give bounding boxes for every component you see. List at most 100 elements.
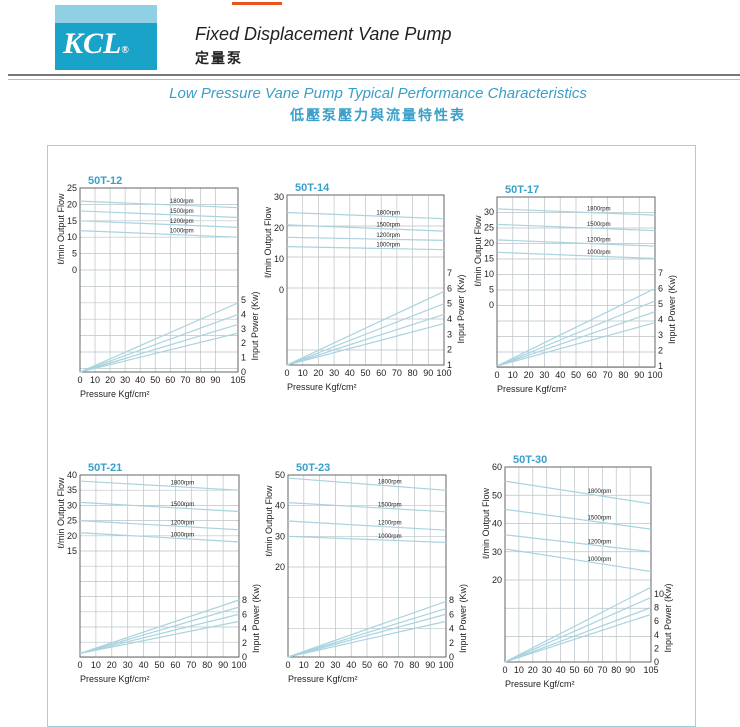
power-tick-label: 4: [242, 624, 247, 634]
chart-title: 50T-17: [505, 184, 539, 196]
y-axis-label: ℓ/min Output Flow: [56, 193, 66, 264]
x-tick-label: 80: [618, 370, 628, 380]
power-tick-label: 7: [447, 268, 452, 278]
power-tick-label: 0: [449, 652, 454, 662]
flow-tick-label: 30: [492, 547, 502, 557]
power-curve: [79, 620, 240, 655]
flow-tick-label: 5: [489, 285, 494, 295]
power-tick-label: 5: [658, 299, 663, 309]
x-axis-label: Pressure Kgf/cm²: [80, 674, 150, 684]
rpm-label: 1000rpm: [588, 557, 612, 563]
accent-bar: [232, 2, 282, 5]
flow-tick-label: 0: [489, 300, 494, 310]
x-tick-label: 30: [542, 665, 552, 675]
x-tick-label: 0: [494, 370, 499, 380]
page-title: Fixed Displacement Vane Pump: [195, 24, 452, 44]
x-tick-label: 0: [285, 660, 290, 670]
y2-axis-label: Input Power (Kw): [250, 291, 260, 360]
power-tick-label: 10: [654, 589, 664, 599]
x-tick-label: 10: [514, 665, 524, 675]
power-curve: [79, 302, 239, 373]
y2-axis-label: Input Power (Kw): [251, 584, 261, 653]
x-tick-label: 90: [423, 368, 433, 378]
flow-tick-label: 20: [484, 238, 494, 248]
flow-tick-label: 20: [67, 199, 77, 209]
flow-tick-label: 20: [275, 562, 285, 572]
power-tick-label: 2: [447, 345, 452, 355]
rpm-label: 1200rpm: [588, 539, 612, 545]
power-tick-label: 1: [447, 360, 452, 370]
flow-tick-label: 50: [275, 470, 285, 480]
x-tick-label: 30: [539, 370, 549, 380]
x-tick-label: 10: [508, 370, 518, 380]
power-curve: [286, 313, 445, 366]
x-tick-label: 70: [597, 665, 607, 675]
x-tick-label: 70: [186, 660, 196, 670]
x-tick-label: 50: [571, 370, 581, 380]
y2-axis-label: Input Power (Kw): [667, 275, 677, 344]
power-tick-label: 6: [449, 609, 454, 619]
chart-title: 50T-23: [296, 462, 330, 474]
x-tick-label: 70: [603, 370, 613, 380]
power-tick-label: 6: [654, 616, 659, 626]
flow-tick-label: 35: [67, 485, 77, 495]
x-tick-label: 70: [180, 375, 190, 385]
x-tick-label: 30: [329, 368, 339, 378]
power-curve: [286, 303, 445, 366]
x-tick-label: 40: [556, 665, 566, 675]
flow-curve-1500rpm: [496, 223, 656, 232]
rpm-label: 1500rpm: [170, 209, 194, 215]
x-tick-label: 40: [346, 660, 356, 670]
flow-tick-label: 40: [67, 470, 77, 480]
x-tick-label: 105: [230, 375, 245, 385]
x-tick-label: 40: [135, 375, 145, 385]
x-tick-label: 90: [634, 370, 644, 380]
power-curve: [286, 290, 445, 366]
flow-curve-1800rpm: [287, 477, 447, 491]
power-tick-label: 2: [658, 346, 663, 356]
rpm-label: 1200rpm: [170, 219, 194, 225]
x-tick-label: 20: [107, 660, 117, 670]
power-tick-label: 4: [241, 309, 246, 319]
rpm-label: 1000rpm: [378, 534, 402, 540]
x-tick-label: 10: [298, 368, 308, 378]
divider: [8, 74, 740, 80]
flow-curve-1200rpm: [496, 239, 656, 247]
x-tick-label: 20: [315, 660, 325, 670]
rpm-label: 1000rpm: [170, 229, 194, 235]
rpm-label: 1800rpm: [170, 199, 194, 205]
x-tick-label: 60: [583, 665, 593, 675]
rpm-label: 1000rpm: [171, 532, 195, 538]
flow-curve-1200rpm: [504, 534, 652, 553]
power-tick-label: 7: [658, 268, 663, 278]
x-axis-label: Pressure Kgf/cm²: [497, 384, 567, 394]
x-tick-label: 90: [625, 665, 635, 675]
power-tick-label: 3: [241, 324, 246, 334]
flow-curve-1000rpm: [504, 548, 652, 573]
x-tick-label: 60: [165, 375, 175, 385]
power-tick-label: 2: [449, 638, 454, 648]
power-tick-label: 6: [242, 609, 247, 619]
x-tick-label: 40: [555, 370, 565, 380]
flow-curve-1500rpm: [286, 224, 445, 232]
x-tick-label: 20: [105, 375, 115, 385]
x-tick-label: 0: [284, 368, 289, 378]
flow-tick-label: 10: [274, 254, 284, 264]
power-curve: [79, 613, 240, 655]
plot-frame: [286, 194, 445, 366]
flow-curve-1000rpm: [287, 535, 447, 544]
flow-tick-label: 30: [484, 207, 494, 217]
y-axis-label: ℓ/min Output Flow: [263, 207, 273, 278]
power-curve: [504, 596, 652, 663]
flow-tick-label: 25: [67, 516, 77, 526]
x-tick-label: 80: [409, 660, 419, 670]
rpm-label: 1500rpm: [171, 502, 195, 508]
flow-tick-label: 15: [67, 546, 77, 556]
power-tick-label: 8: [242, 595, 247, 605]
x-tick-label: 40: [139, 660, 149, 670]
x-tick-label: 10: [90, 375, 100, 385]
power-curve: [287, 620, 447, 658]
rpm-label: 1200rpm: [378, 521, 402, 527]
rpm-label: 1000rpm: [376, 243, 400, 249]
